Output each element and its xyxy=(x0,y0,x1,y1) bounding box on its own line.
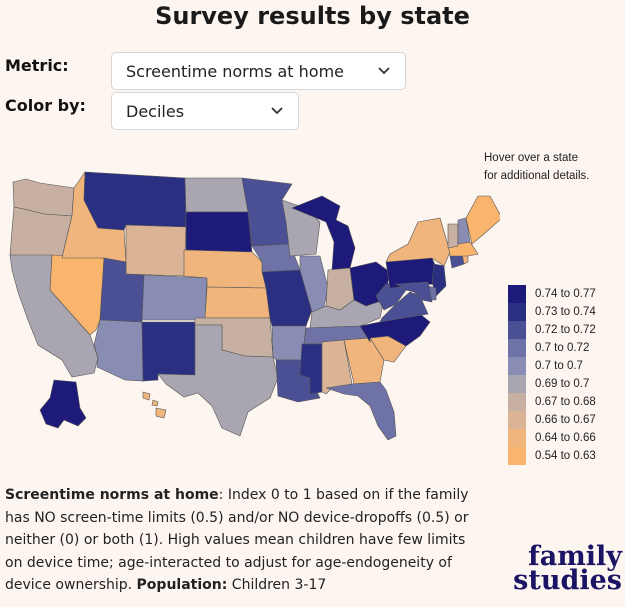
legend-label: 0.73 to 0.74 xyxy=(535,306,596,318)
state-nm[interactable] xyxy=(141,321,196,382)
hover-hint-line-2: for additional details. xyxy=(484,170,590,182)
population-label: Population: xyxy=(136,577,228,593)
page-title: Survey results by state xyxy=(155,2,470,30)
hover-hint-line-1: Hover over a state xyxy=(484,152,578,164)
us-choropleth-map xyxy=(9,170,500,441)
state-me[interactable] xyxy=(465,195,500,245)
state-ar[interactable] xyxy=(271,325,307,361)
legend-label: 0.67 to 0.68 xyxy=(535,396,596,408)
legend-swatch xyxy=(508,303,526,321)
state-fl[interactable] xyxy=(325,381,397,441)
state-mi[interactable] xyxy=(291,195,356,271)
legend-item: 0.67 to 0.68 xyxy=(508,393,596,411)
legend-swatch xyxy=(508,375,526,393)
legend-swatch xyxy=(508,411,526,429)
legend-item: 0.7 to 0.7 xyxy=(508,357,596,375)
state-tx[interactable] xyxy=(157,324,279,437)
state-az[interactable] xyxy=(93,319,144,382)
legend-item: 0.72 to 0.72 xyxy=(508,321,596,339)
brand-line-2: studies xyxy=(513,565,622,596)
chevron-down-icon xyxy=(271,107,283,115)
state-nc[interactable] xyxy=(359,313,431,347)
legend-swatch xyxy=(508,357,526,375)
legend-swatch xyxy=(508,339,526,357)
state-co[interactable] xyxy=(141,274,208,321)
legend-label: 0.54 to 0.63 xyxy=(535,450,596,462)
legend-item: 0.66 to 0.67 xyxy=(508,411,596,429)
legend-swatch xyxy=(508,447,526,465)
state-wy[interactable] xyxy=(125,224,187,277)
chevron-down-icon xyxy=(378,67,390,75)
state-ny[interactable] xyxy=(385,217,451,267)
legend-label: 0.7 to 0.72 xyxy=(535,342,590,354)
color-by-select-value: Deciles xyxy=(126,101,185,121)
legend-item: 0.73 to 0.74 xyxy=(508,303,596,321)
legend: 0.74 to 0.77 0.73 to 0.74 0.72 to 0.72 0.7 … xyxy=(508,285,596,465)
state-nh[interactable] xyxy=(457,217,471,245)
color-by-select[interactable]: Deciles xyxy=(111,92,299,130)
legend-swatch xyxy=(508,393,526,411)
brand-line-1: family xyxy=(528,541,622,572)
legend-label: 0.69 to 0.7 xyxy=(535,378,590,390)
metric-label: Metric: xyxy=(5,56,69,75)
metric-select-value: Screentime norms at home xyxy=(126,61,344,81)
hover-hint: Hover over a state for additional detail… xyxy=(484,149,589,185)
legend-item: 0.54 to 0.63 xyxy=(508,447,596,465)
state-ga[interactable] xyxy=(343,337,385,385)
state-nd[interactable] xyxy=(184,177,249,213)
legend-label: 0.64 to 0.66 xyxy=(535,432,596,444)
legend-item: 0.7 to 0.72 xyxy=(508,339,596,357)
metric-description: Screentime norms at home: Index 0 to 1 b… xyxy=(5,484,475,597)
description-body: : Index 0 to 1 based on if the family ha… xyxy=(5,487,469,593)
state-mt[interactable] xyxy=(83,171,187,231)
legend-label: 0.74 to 0.77 xyxy=(535,288,596,300)
metric-select[interactable]: Screentime norms at home xyxy=(111,52,406,90)
legend-label: 0.72 to 0.72 xyxy=(535,324,596,336)
state-md[interactable] xyxy=(395,281,433,303)
legend-item: 0.64 to 0.66 xyxy=(508,429,596,447)
legend-label: 0.66 to 0.67 xyxy=(535,414,596,426)
legend-item: 0.69 to 0.7 xyxy=(508,375,596,393)
legend-swatch xyxy=(508,285,526,303)
state-vt[interactable] xyxy=(447,223,459,249)
description-term: Screentime norms at home xyxy=(5,487,219,503)
legend-swatch xyxy=(508,429,526,447)
legend-item: 0.74 to 0.77 xyxy=(508,285,596,303)
legend-swatch xyxy=(508,321,526,339)
color-by-label: Color by: xyxy=(5,96,86,115)
state-hi[interactable] xyxy=(142,391,167,419)
state-sd[interactable] xyxy=(185,211,253,253)
population-value: Children 3-17 xyxy=(227,577,327,593)
legend-label: 0.7 to 0.7 xyxy=(535,360,583,372)
state-ks[interactable] xyxy=(204,286,271,319)
family-studies-logo: family studies xyxy=(512,541,622,596)
state-ak[interactable] xyxy=(39,379,87,429)
